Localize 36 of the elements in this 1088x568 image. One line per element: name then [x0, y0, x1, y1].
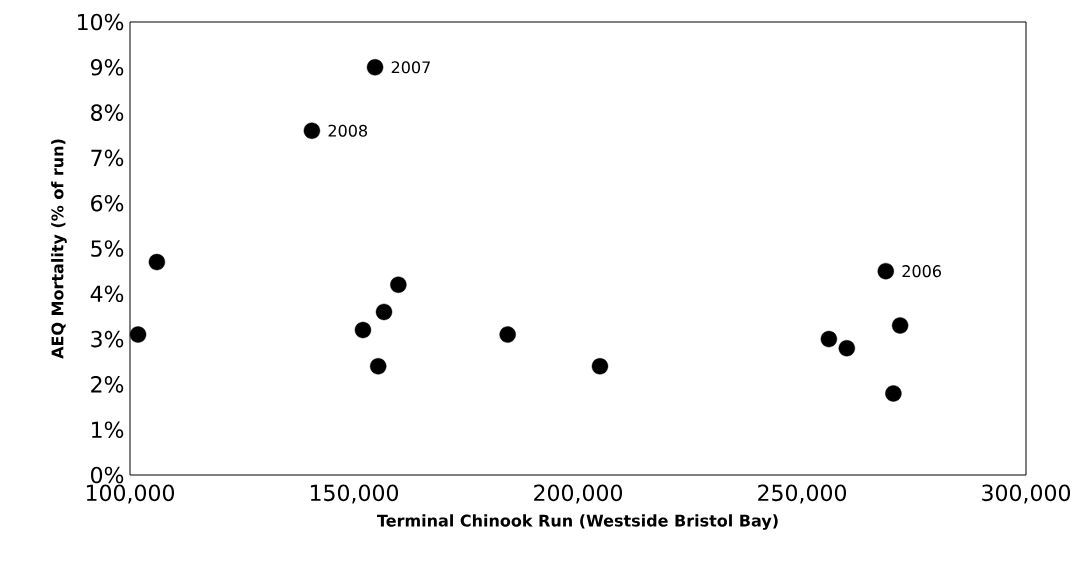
x-axis-title: Terminal Chinook Run (Westside Bristol Bay)	[377, 514, 778, 530]
point	[591, 358, 609, 375]
y-tick-label: 0%	[91, 466, 124, 484]
point	[370, 358, 387, 375]
point	[820, 330, 838, 348]
annotation: 2006	[902, 265, 941, 278]
annotation: 2007	[391, 61, 430, 74]
point	[891, 317, 909, 334]
x-tick-label: 200,000	[534, 484, 622, 504]
y-tick-label: 4%	[90, 285, 124, 303]
point	[366, 59, 384, 76]
annotation: 2008	[328, 124, 368, 137]
y-tick-label: 8%	[91, 104, 124, 121]
point	[838, 339, 856, 357]
y-tick-label: 9%	[90, 58, 124, 76]
point	[877, 262, 894, 280]
y-tick-label: 5%	[91, 240, 124, 257]
y-tick-label: 3%	[91, 330, 124, 348]
point	[148, 253, 166, 271]
y-tick-label: 1%	[92, 421, 124, 439]
point	[390, 276, 407, 293]
x-tick-label: 150,000	[310, 484, 398, 504]
y-axis-title: AEQ Mortality (% of run)	[51, 139, 67, 359]
point	[129, 326, 147, 343]
y-tick-label: 2%	[91, 376, 124, 393]
point	[885, 385, 902, 402]
y-tick-label: 10%	[78, 13, 124, 31]
x-tick-label: 250,000	[758, 484, 847, 504]
x-tick-label: 300,000	[982, 484, 1071, 504]
point	[499, 326, 516, 343]
point	[303, 122, 321, 139]
y-tick-label: 6%	[91, 194, 124, 212]
y-tick-label: 7%	[91, 149, 124, 167]
point	[354, 321, 372, 339]
point	[375, 303, 393, 321]
x-tick-label: 100,000	[86, 484, 174, 504]
